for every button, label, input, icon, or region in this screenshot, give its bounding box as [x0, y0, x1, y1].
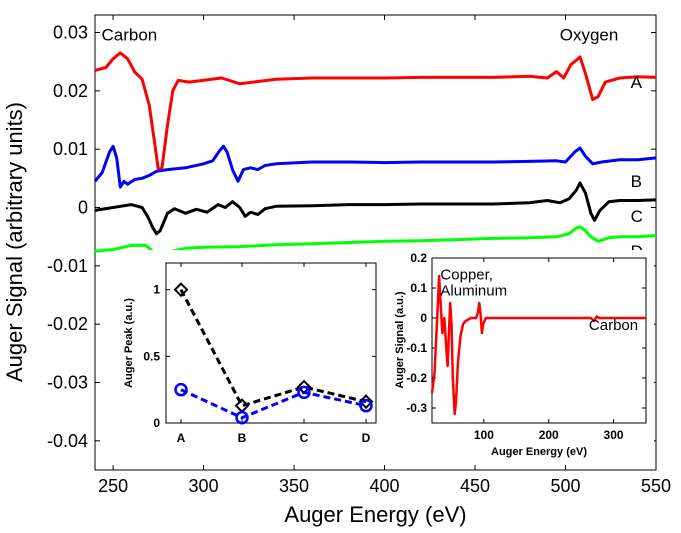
- annotation-label: Carbon: [102, 26, 158, 45]
- inset-wide-annotation: Aluminum: [440, 283, 507, 300]
- inset-wide-line-spectrum: [430, 274, 646, 416]
- inset-peak-y-tick-label: 0.5: [143, 349, 160, 363]
- main-x-axis-label: Auger Energy (eV): [284, 502, 466, 527]
- inset-peak-diamond-marker: [358, 394, 374, 410]
- inset-wide-y-label: Auger Signal (a.u.): [394, 291, 406, 389]
- series-label-C: C: [631, 207, 643, 226]
- inset-peak-x-tick-label: A: [177, 431, 186, 445]
- series-label-B: B: [631, 172, 642, 191]
- inset-peak-y-tick-label: 0: [153, 416, 160, 430]
- series-label-A: A: [631, 73, 643, 92]
- inset-wide-y-tick-label: 0.2: [410, 251, 427, 265]
- y-tick-label: -0.03: [47, 373, 88, 393]
- inset-wide-x-tick-label: 300: [604, 428, 624, 442]
- inset-peak-y-label: Auger Peak (a.u.): [123, 298, 135, 388]
- inset-wide-annotation: Carbon: [589, 317, 638, 334]
- x-tick-label: 500: [550, 476, 580, 496]
- x-tick-label: 250: [98, 476, 128, 496]
- inset-wide-chart: 100 200 300 0.2 0.1 0 -0.1 -0.2 -0.3 Copper,Alumi…: [406, 251, 646, 442]
- main-text: ABCDCarbonOxygen: [102, 26, 643, 261]
- inset-peak-x-tick-label: C: [300, 431, 309, 445]
- inset-wide-y-tick-label: -0.2: [406, 371, 427, 385]
- y-tick-label: -0.01: [47, 256, 88, 276]
- inset-wide-y-tick-label: 0: [420, 311, 427, 325]
- inset-wide-y-tick-label: -0.3: [406, 401, 427, 415]
- series-line-C: [94, 181, 657, 236]
- inset-wide-annotation: Copper,: [440, 267, 493, 284]
- main-ticks: 250 300 350 400 450 500 550 0.03 0.02 0.01 0 -0.01 -…: [47, 15, 671, 496]
- inset-wide-x-tick-label: 200: [539, 428, 559, 442]
- inset-peak-circle-marker: [174, 382, 188, 397]
- y-tick-label: -0.04: [47, 431, 88, 451]
- inset-peak-chart: 0 0.5 1 A B C D: [143, 263, 376, 445]
- y-tick-label: 0.01: [53, 139, 88, 159]
- x-tick-label: 400: [370, 476, 400, 496]
- inset-peak-y-tick-label: 1: [153, 283, 160, 297]
- x-tick-label: 300: [189, 476, 219, 496]
- x-tick-label: 450: [460, 476, 490, 496]
- x-tick-label: 350: [279, 476, 309, 496]
- inset-wide-x-tick-label: 100: [474, 428, 494, 442]
- inset-wide-y-tick-label: 0.1: [410, 281, 427, 295]
- main-y-axis-label: Auger Signal (arbitrary units): [2, 102, 27, 382]
- inset-peak-x-tick-label: B: [238, 431, 247, 445]
- inset-peak-frame: [165, 262, 377, 424]
- inset-peak-circle-marker: [235, 410, 249, 425]
- main-plot-frame: [94, 14, 657, 471]
- inset-wide-y-tick-label: -0.1: [406, 341, 427, 355]
- x-tick-label: 550: [641, 476, 671, 496]
- annotation-label: Oxygen: [560, 26, 619, 45]
- series-line-A: [94, 51, 657, 172]
- inset-wide-frame: [431, 257, 647, 424]
- y-tick-label: 0.02: [53, 81, 88, 101]
- inset-peak-x-tick-label: D: [362, 431, 371, 445]
- y-tick-label: 0: [78, 198, 88, 218]
- y-tick-label: -0.02: [47, 314, 88, 334]
- inset-peak-diamond-marker: [173, 282, 189, 298]
- inset-wide-x-label: Auger Energy (eV): [491, 446, 587, 458]
- series-line-B: [93, 144, 657, 189]
- main-series: [93, 51, 657, 259]
- inset-peak-circle-marker: [297, 385, 311, 400]
- y-tick-label: 0.03: [53, 23, 88, 43]
- inset-peak-line-blue-circle: [180, 388, 367, 420]
- inset-peak-circle-marker: [359, 398, 373, 413]
- inset-peak-background: [116, 250, 398, 460]
